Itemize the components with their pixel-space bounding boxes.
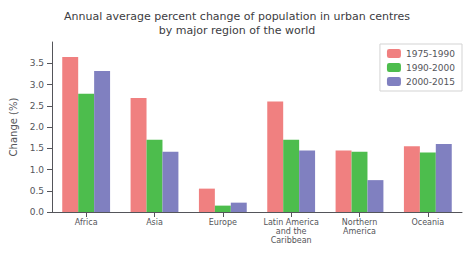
svg-text:1.0: 1.0 — [30, 165, 45, 175]
svg-text:America: America — [343, 227, 376, 236]
svg-text:by major region of the world: by major region of the world — [159, 24, 315, 37]
svg-text:Northern: Northern — [342, 218, 378, 227]
svg-text:2.0: 2.0 — [30, 122, 45, 132]
svg-text:2000-2015: 2000-2015 — [406, 77, 455, 87]
svg-text:Europe: Europe — [209, 218, 237, 227]
svg-text:1975-1990: 1975-1990 — [406, 49, 455, 59]
svg-text:Oceania: Oceania — [411, 218, 444, 227]
svg-text:Caribbean: Caribbean — [271, 236, 312, 245]
svg-text:Annual average percent change: Annual average percent change of populat… — [64, 10, 410, 23]
svg-text:2.5: 2.5 — [30, 101, 44, 111]
svg-text:1990-2000: 1990-2000 — [406, 63, 455, 73]
svg-text:3.0: 3.0 — [30, 80, 45, 90]
svg-text:Change (%): Change (%) — [8, 98, 19, 157]
svg-text:1.5: 1.5 — [30, 143, 44, 153]
svg-text:0.0: 0.0 — [30, 207, 45, 217]
svg-text:and the: and the — [276, 227, 307, 236]
svg-text:0.5: 0.5 — [30, 186, 44, 196]
svg-text:Africa: Africa — [75, 218, 98, 227]
svg-text:Asia: Asia — [146, 218, 163, 227]
svg-text:Latin America: Latin America — [263, 218, 318, 227]
svg-text:3.5: 3.5 — [30, 58, 44, 68]
